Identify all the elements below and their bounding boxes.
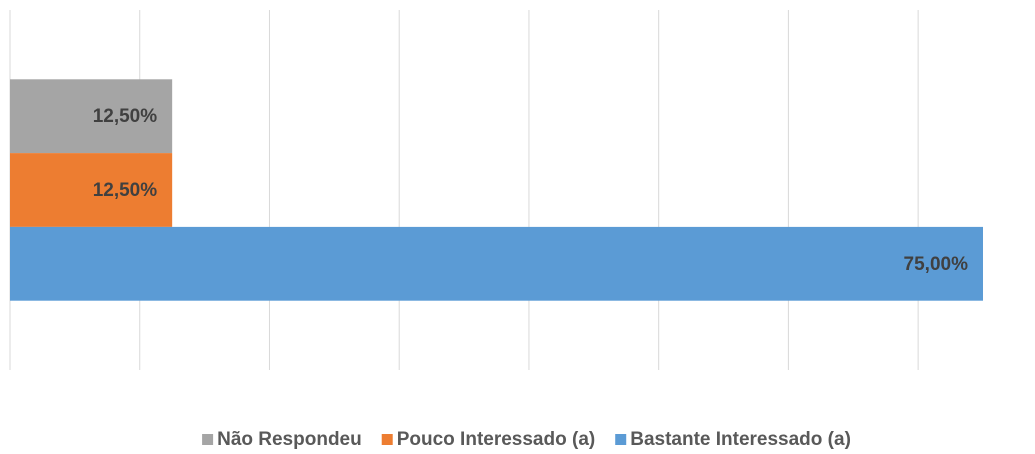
data-label: 12,50% (93, 106, 158, 127)
legend-label: Bastante Interessado (a) (630, 429, 851, 450)
data-label: 12,50% (93, 180, 158, 201)
legend-swatch (615, 434, 627, 445)
bar (10, 79, 173, 154)
legend-swatch (381, 434, 393, 445)
legend-swatch (202, 434, 214, 445)
legend-label: Pouco Interessado (a) (397, 429, 596, 450)
bar (10, 153, 173, 227)
bar (10, 226, 983, 301)
data-label: 75,00% (904, 254, 969, 275)
legend-label: Não Respondeu (217, 429, 362, 450)
